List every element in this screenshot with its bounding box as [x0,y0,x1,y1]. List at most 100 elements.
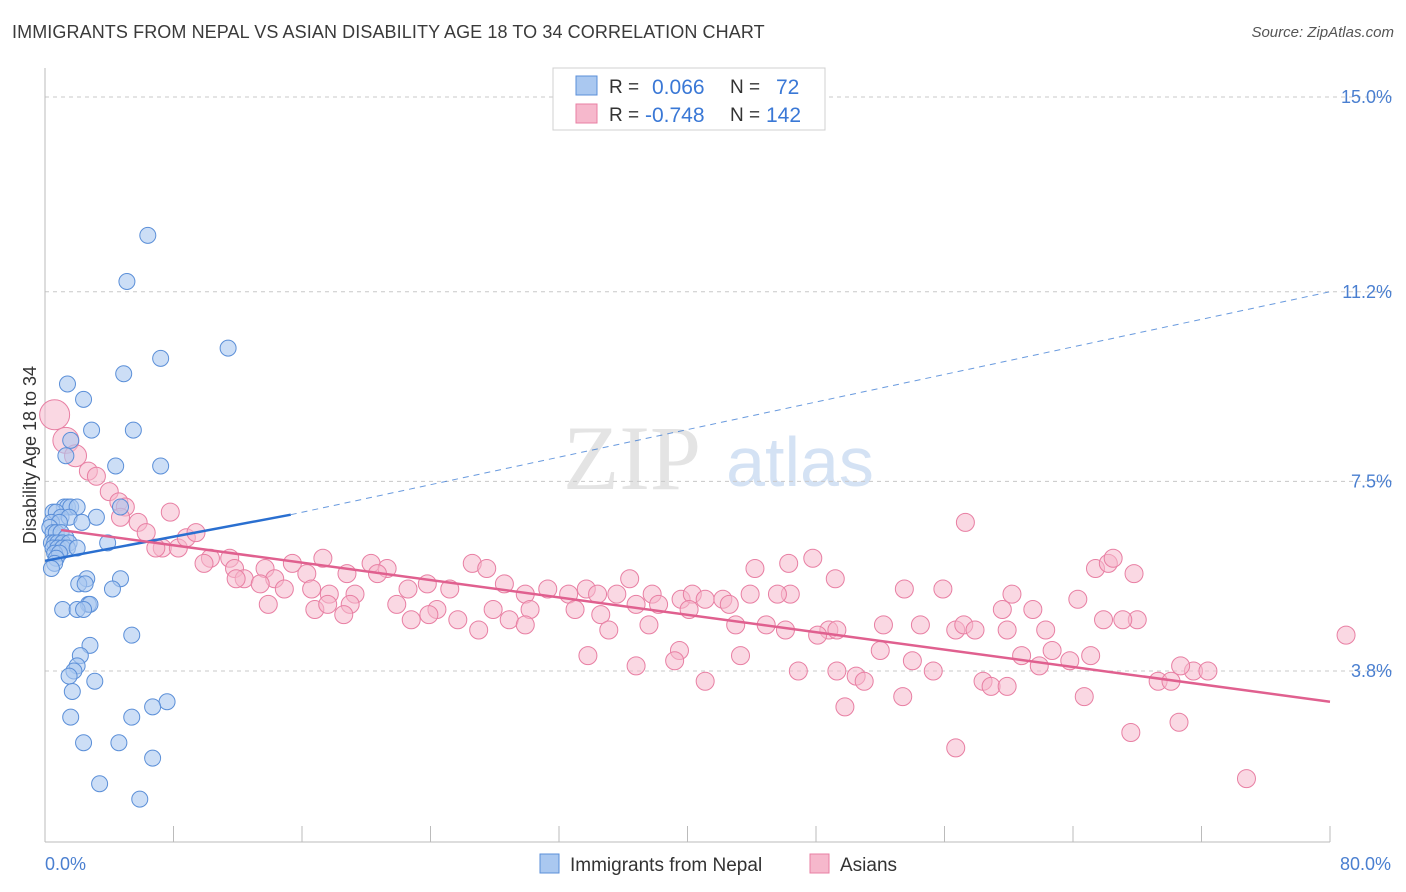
x-axis-ticks [44,826,1331,842]
nepal-point [60,667,78,685]
bottom-legend-label-asians: Asians [840,855,897,876]
asians-point [923,661,943,681]
nepal-trend-line [44,513,291,563]
asians-point [302,579,322,599]
asians-point [39,399,71,431]
asians-point [515,615,535,635]
series-nepal [41,226,237,808]
x-tick-label-min: 0.0% [45,854,86,874]
nepal-point [144,749,162,767]
asians-point [902,651,922,671]
legend-n-label-2: N = [730,105,760,126]
nepal-point [131,790,149,808]
nepal-point [144,698,162,716]
legend-box [552,67,826,131]
asians-point [136,523,156,543]
nepal-point [75,601,93,618]
asians-point [873,615,893,635]
asians-point [313,548,333,568]
asians-point [981,676,1001,696]
nepal-point [123,708,141,726]
watermark: ZIP atlas [563,407,874,509]
asians-point [825,569,845,589]
asians-point [477,559,497,578]
asians-point [731,646,751,666]
watermark-zip: ZIP [563,407,701,509]
asians-point [419,605,439,625]
chart-title: IMMIGRANTS FROM NEPAL VS ASIAN DISABILIT… [12,22,765,42]
asians-point [808,625,828,645]
nepal-point [73,513,91,531]
legend-r-label-1: R = [609,77,639,98]
asians-point [695,671,715,691]
asians-point [194,553,214,573]
nepal-point [83,421,101,439]
nepal-point [124,421,142,439]
asians-point [1336,625,1356,645]
asians-point [160,502,180,522]
asians-point [870,641,890,660]
legend-n-value-1: 72 [776,76,799,99]
asians-point [997,676,1017,696]
nepal-point [75,390,93,408]
asians-point [835,697,855,717]
asians-point [719,594,739,614]
asians-point [86,466,106,486]
asians-point [992,600,1012,619]
asians-point [1124,564,1144,584]
asians-point [955,512,975,532]
y-axis-title: Disability Age 18 to 34 [20,366,40,544]
watermark-atlas: atlas [726,423,874,501]
x-tick-label-max: 80.0% [1340,854,1391,874]
legend-n-label-1: N = [730,77,760,98]
nepal-point [158,693,176,711]
bottom-legend-swatch-nepal [539,853,560,874]
asians-point [997,620,1017,640]
nepal-point [86,672,104,690]
nepal-point [123,626,141,644]
asians-point [334,605,354,625]
asians-point [827,661,847,681]
nepal-point [57,447,75,465]
asians-point [965,620,985,640]
asians-point [387,594,407,614]
nepal-point [87,508,105,526]
nepal-point [111,498,129,516]
asians-point [538,579,558,599]
asians-point [649,594,669,614]
bottom-legend: Immigrants from Nepal Asians [539,853,897,876]
nepal-point [99,534,117,552]
asians-point [745,559,765,578]
asians-point [1198,661,1218,681]
asians-point [226,569,246,589]
asians-point [1169,712,1189,732]
y-tick-label: 7.5% [1351,471,1392,491]
asians-point [933,579,953,599]
asians-point [565,600,585,619]
y-tick-label: 11.2% [1342,282,1392,302]
asians-trend-line [60,528,1331,703]
nepal-point [152,349,170,367]
asians-point [1094,610,1114,630]
nepal-point [139,226,157,244]
legend-n-value-2: 142 [766,104,801,127]
asians-point [318,594,338,614]
asians-point [607,584,627,604]
asians-point [448,610,468,630]
asians-point [588,584,608,604]
asians-point [401,610,421,630]
nepal-point [54,601,72,618]
nepal-point [115,365,133,383]
asians-point [803,548,823,568]
nepal-point [103,580,121,598]
nepal-point [58,375,76,393]
asians-point [1036,620,1056,640]
asians-point [1103,548,1123,568]
nepal-point [62,708,80,726]
nepal-point [63,683,81,700]
nepal-point [91,775,109,793]
asians-point [695,589,715,609]
nepal-point [76,575,94,593]
asians-point [1042,641,1062,660]
